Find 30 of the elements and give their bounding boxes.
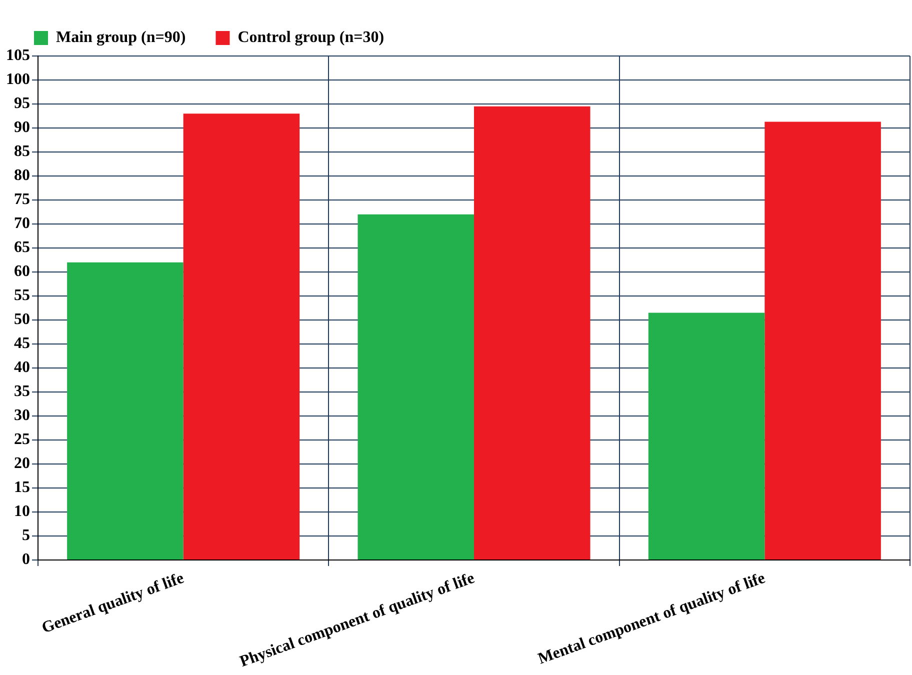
y-tick-label: 0 [22, 551, 30, 568]
y-tick-label: 100 [6, 71, 30, 88]
y-tick-label: 5 [22, 527, 30, 544]
bar [764, 122, 881, 560]
y-tick-label: 55 [14, 287, 30, 304]
y-tick-label: 90 [14, 119, 30, 136]
y-tick-label: 20 [14, 455, 30, 472]
bar [67, 262, 184, 560]
bar [358, 214, 474, 560]
y-tick-label: 15 [14, 479, 30, 496]
y-tick-label: 35 [14, 383, 30, 400]
y-tick-label: 105 [6, 47, 30, 64]
y-tick-label: 70 [14, 215, 30, 232]
y-tick-label: 75 [14, 191, 30, 208]
legend-label: Control group (n=30) [238, 29, 384, 46]
y-tick-label: 50 [14, 311, 30, 328]
y-tick-label: 80 [14, 167, 30, 184]
y-tick-label: 85 [14, 143, 30, 160]
y-tick-label: 65 [14, 239, 30, 256]
y-tick-label: 10 [14, 503, 30, 520]
y-tick-label: 25 [14, 431, 30, 448]
y-tick-label: 45 [14, 335, 30, 352]
bar [648, 312, 765, 560]
legend-label: Main group (n=90) [56, 29, 186, 46]
y-tick-label: 30 [14, 407, 30, 424]
y-tick-label: 40 [14, 359, 30, 376]
y-tick-label: 60 [14, 263, 30, 280]
bar [474, 106, 590, 560]
bar [183, 114, 300, 560]
y-tick-label: 95 [14, 95, 30, 112]
